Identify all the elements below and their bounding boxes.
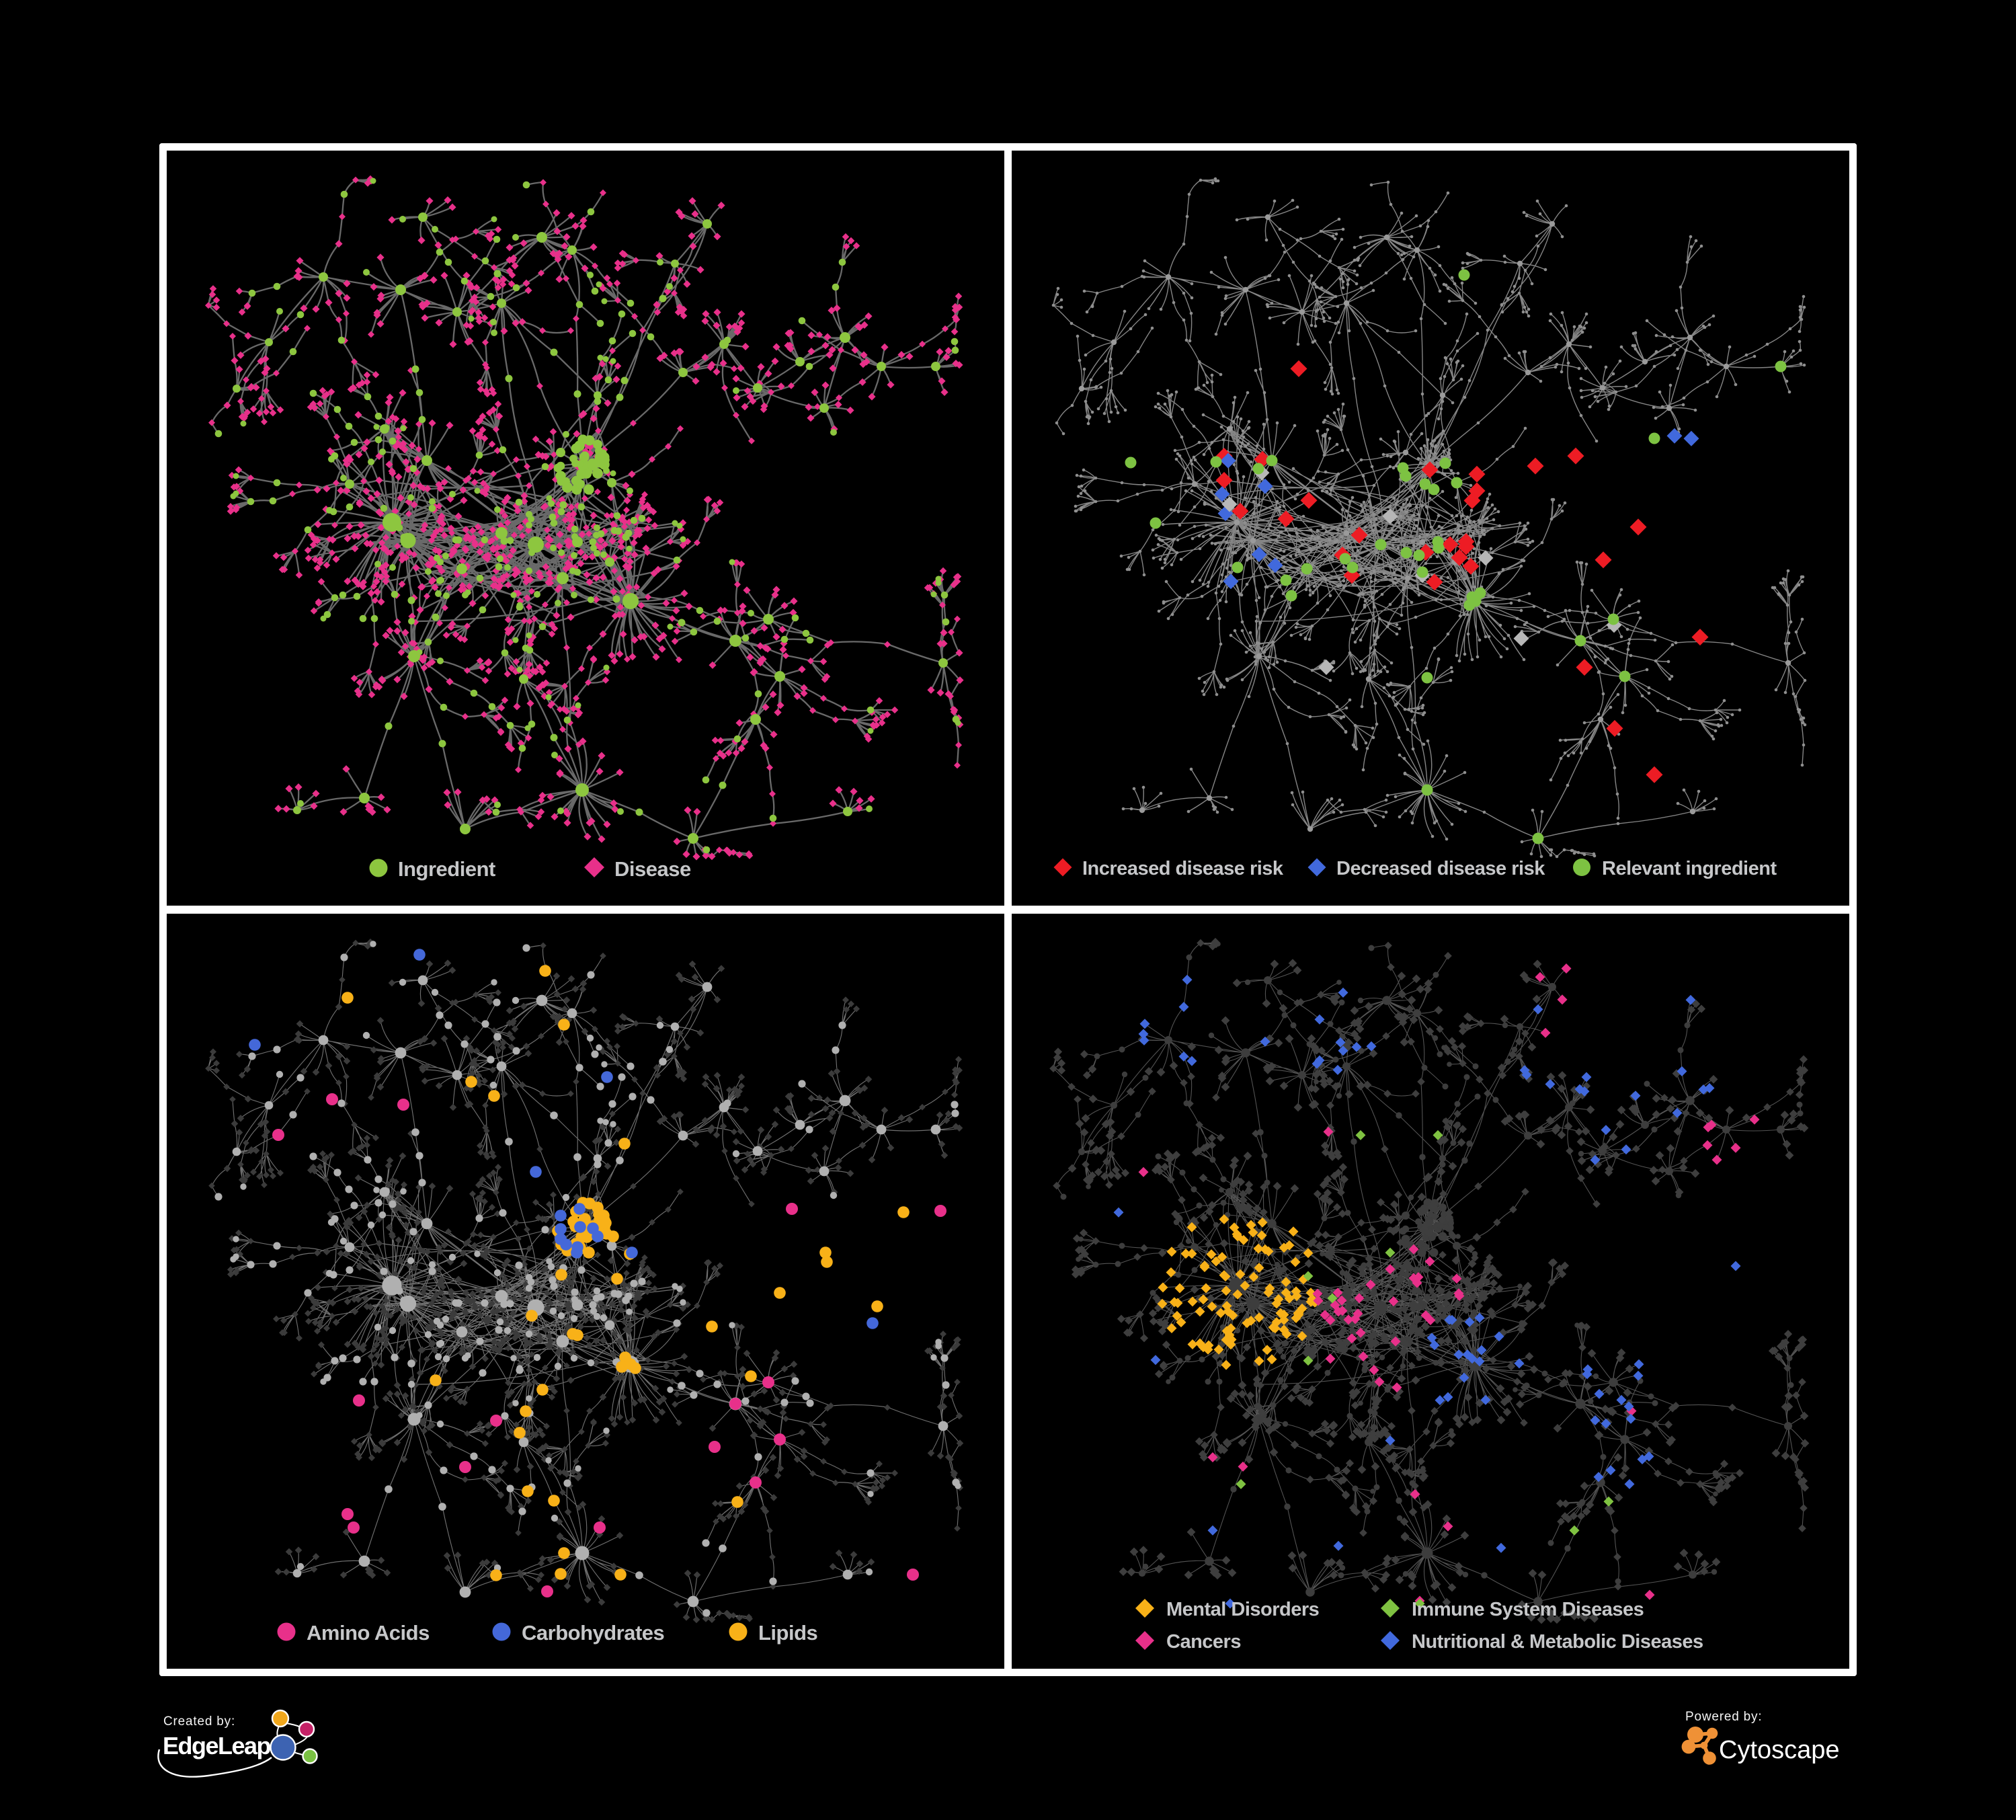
svg-text:Cytoscape: Cytoscape <box>1719 1736 1840 1764</box>
svg-text:Mental Disorders: Mental Disorders <box>1166 1599 1319 1620</box>
svg-text:EdgeLeap: EdgeLeap <box>163 1732 271 1759</box>
svg-text:Disease: Disease <box>614 857 691 881</box>
svg-text:Nutritional & Metabolic Diseas: Nutritional & Metabolic Diseases <box>1412 1631 1703 1653</box>
svg-text:Powered by:: Powered by: <box>1685 1710 1762 1724</box>
svg-text:Cancers: Cancers <box>1166 1631 1241 1653</box>
svg-text:Immune System Diseases: Immune System Diseases <box>1412 1599 1644 1620</box>
svg-text:Decreased disease risk: Decreased disease risk <box>1336 858 1545 879</box>
svg-text:Relevant ingredient: Relevant ingredient <box>1602 858 1777 879</box>
svg-text:Amino Acids: Amino Acids <box>307 1621 430 1645</box>
svg-text:Ingredient: Ingredient <box>398 857 495 881</box>
svg-text:Created by:: Created by: <box>163 1714 235 1729</box>
svg-text:Increased disease risk: Increased disease risk <box>1082 858 1284 879</box>
svg-text:Lipids: Lipids <box>758 1621 817 1645</box>
svg-text:Carbohydrates: Carbohydrates <box>522 1621 664 1645</box>
